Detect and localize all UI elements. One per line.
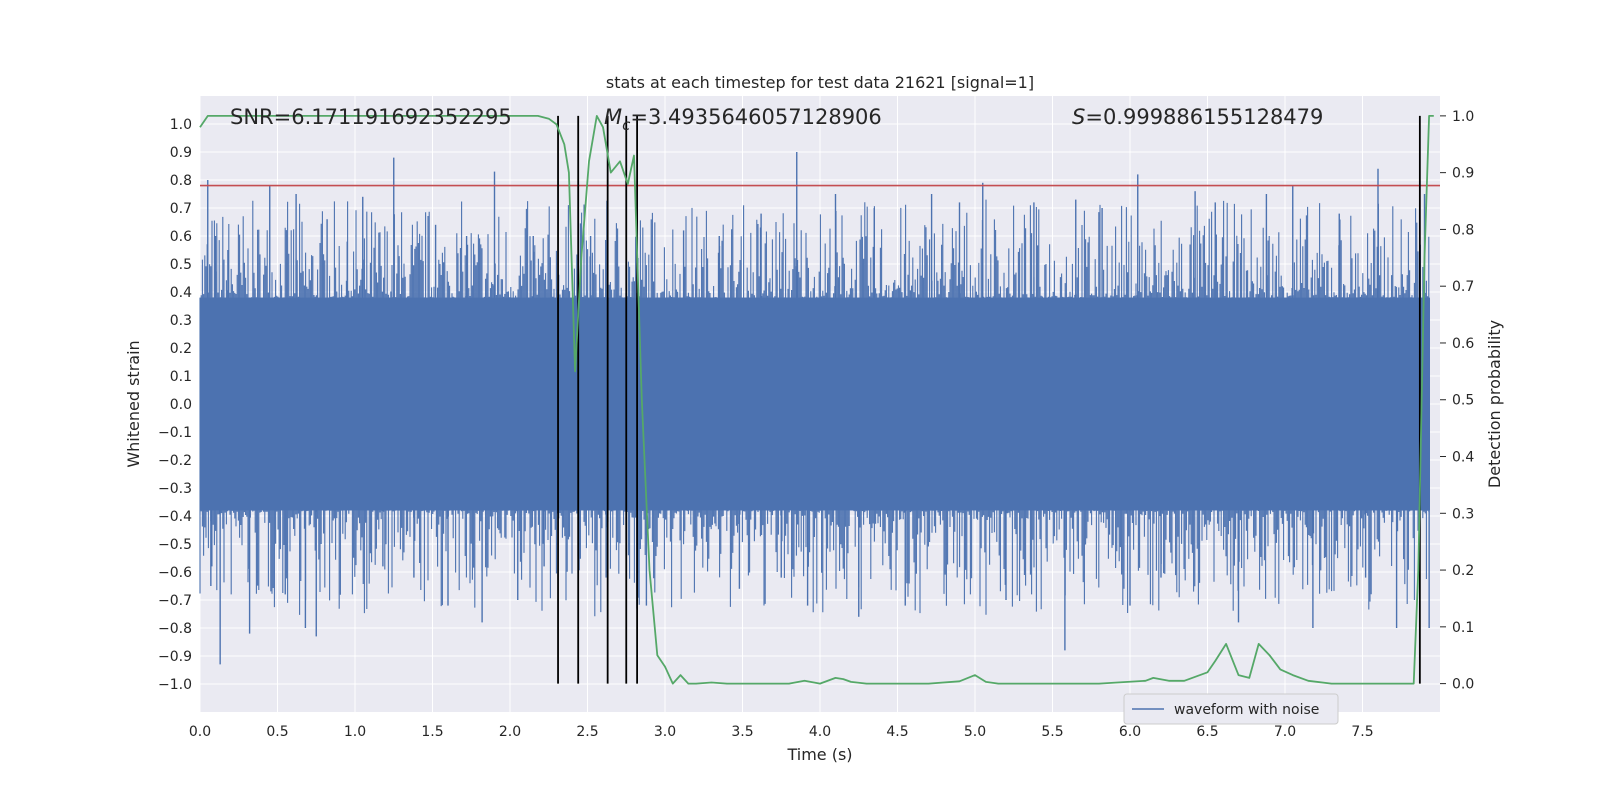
x-tick-label: 1.5 <box>421 724 443 740</box>
y2-tick-label: 0.3 <box>1452 506 1474 522</box>
y2-tick-label: 0.7 <box>1452 279 1474 295</box>
legend-label: waveform with noise <box>1174 702 1319 718</box>
y-tick-label: −0.8 <box>158 621 192 637</box>
x-tick-label: 4.0 <box>809 724 831 740</box>
y-tick-label: 0.8 <box>170 173 192 189</box>
chirp-mass-annotation: Mc=3.4935646057128906 <box>604 105 882 134</box>
y-axis-ticks: 1.0 0.9 0.8 0.7 0.6 0.5 0.4 0.3 0.2 0.1 0.0 −0.1 −0.… <box>158 117 192 693</box>
waveform-series <box>199 152 1430 665</box>
score-symbol: S <box>1072 105 1085 129</box>
y2-tick-label: 0.6 <box>1452 336 1474 352</box>
y2-tick-label: 0.1 <box>1452 620 1474 636</box>
y-tick-label: −0.2 <box>158 453 192 469</box>
y-tick-label: −0.6 <box>158 565 192 581</box>
y-tick-label: −0.5 <box>158 537 192 553</box>
chart-title: stats at each timestep for test data 216… <box>606 73 1034 92</box>
x-tick-label: 7.5 <box>1351 724 1373 740</box>
legend: waveform with noise <box>1123 693 1339 725</box>
y-tick-label: 1.0 <box>170 117 192 133</box>
y-tick-label: −1.0 <box>158 677 192 693</box>
x-tick-label: 7.0 <box>1274 724 1296 740</box>
y2-tick-label: 0.9 <box>1452 166 1474 182</box>
chirp-mass-value: =3.4935646057128906 <box>630 105 881 129</box>
x-tick-label: 5.5 <box>1041 724 1063 740</box>
y-tick-label: −0.7 <box>158 593 192 609</box>
probability-line <box>199 115 1434 685</box>
waveform-trace <box>199 199 1430 617</box>
y2-tick-label: 0.0 <box>1452 677 1474 693</box>
score-value: =0.999886155128479 <box>1085 105 1323 129</box>
x-axis-ticks: 0.0 0.5 1.0 1.5 2.0 2.5 3.0 3.5 4.0 4.5 5.0 5.5 6.0 6… <box>189 724 1374 740</box>
x-tick-label: 1.0 <box>344 724 366 740</box>
probability-series <box>199 115 1434 685</box>
x-tick-label: 2.0 <box>499 724 521 740</box>
snr-annotation: SNR=6.171191692352295 <box>230 105 512 129</box>
x-tick-label: 3.5 <box>731 724 753 740</box>
x-axis-label: Time (s) <box>786 745 852 764</box>
y2-axis-ticks: 1.0 0.9 0.8 0.7 0.6 0.5 0.4 0.3 0.2 0.1 0.0 <box>1440 109 1474 693</box>
y-tick-label: −0.3 <box>158 481 192 497</box>
y2-tick-label: 0.4 <box>1452 450 1474 466</box>
y-axis-label: Whitened strain <box>124 340 143 467</box>
chirp-mass-subscript: c <box>622 116 631 134</box>
y2-axis-label: Detection probability <box>1485 320 1504 488</box>
x-tick-label: 3.0 <box>654 724 676 740</box>
y-tick-label: 0.5 <box>170 257 192 273</box>
x-tick-label: 6.5 <box>1196 724 1218 740</box>
y-tick-label: −0.9 <box>158 649 192 665</box>
y-tick-label: 0.9 <box>170 145 192 161</box>
y2-tick-label: 0.8 <box>1452 222 1474 238</box>
y-tick-label: −0.1 <box>158 425 192 441</box>
x-tick-label: 5.0 <box>964 724 986 740</box>
x-tick-label: 2.5 <box>576 724 598 740</box>
x-tick-label: 4.5 <box>886 724 908 740</box>
y-tick-label: 0.1 <box>170 369 192 385</box>
vertical-lines <box>557 115 1421 684</box>
y-tick-label: 0.0 <box>170 397 192 413</box>
y-tick-label: −0.4 <box>158 509 192 525</box>
y2-tick-label: 0.5 <box>1452 393 1474 409</box>
y-tick-label: 0.2 <box>170 341 192 357</box>
x-tick-label: 0.5 <box>266 724 288 740</box>
score-annotation: S=0.999886155128479 <box>1072 105 1323 129</box>
y-tick-label: 0.6 <box>170 229 192 245</box>
x-tick-label: 0.0 <box>189 724 211 740</box>
legend-box <box>1123 693 1339 725</box>
y2-tick-label: 0.2 <box>1452 563 1474 579</box>
chirp-mass-symbol: M <box>604 105 622 129</box>
y-tick-label: 0.7 <box>170 201 192 217</box>
y-tick-label: 0.3 <box>170 313 192 329</box>
y2-tick-label: 1.0 <box>1452 109 1474 125</box>
x-tick-label: 6.0 <box>1119 724 1141 740</box>
y-tick-label: 0.4 <box>170 285 192 301</box>
